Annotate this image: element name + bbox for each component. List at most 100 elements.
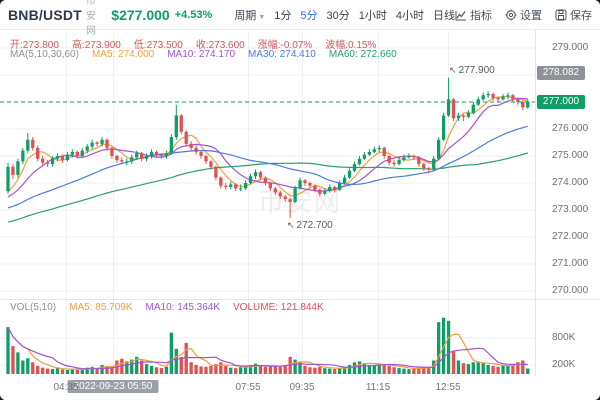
candle-body bbox=[31, 139, 35, 148]
tab-timeframe-4小时[interactable]: 4小时 bbox=[395, 9, 424, 22]
candle-body bbox=[456, 115, 461, 119]
candle-body bbox=[313, 185, 317, 190]
volume-bar bbox=[26, 358, 30, 374]
candle-body bbox=[333, 187, 337, 190]
volume-bar bbox=[338, 368, 342, 374]
candle-body bbox=[204, 156, 208, 162]
volume-bar bbox=[258, 365, 263, 374]
candle-body bbox=[214, 166, 218, 178]
volume-bar bbox=[248, 364, 253, 374]
volume-bar bbox=[149, 365, 154, 374]
volume-bar bbox=[318, 366, 322, 374]
period-dropdown[interactable]: 周期 ▼ bbox=[234, 9, 266, 22]
volume-bar bbox=[427, 367, 431, 374]
candle-body bbox=[298, 180, 302, 189]
tab-timeframe-1分[interactable]: 1分 bbox=[274, 9, 292, 22]
tool-label: 保存 bbox=[570, 9, 592, 22]
candle-body bbox=[338, 183, 342, 190]
header: BNB/USDT 币安网 $277.000 +4.53% 周期 ▼ 1分 5分 30分… bbox=[0, 0, 600, 37]
price-axis-label: 279.000 bbox=[552, 42, 589, 53]
volume-bar bbox=[21, 360, 25, 374]
candle-body bbox=[491, 93, 495, 98]
volume-ma10-line bbox=[7, 326, 528, 370]
tool-保存[interactable]: 保存 bbox=[555, 7, 592, 23]
time-axis-badge: 2022-09-23 05:50 bbox=[67, 380, 159, 393]
candle-body bbox=[328, 187, 332, 192]
candle-body bbox=[135, 153, 139, 158]
volume-bar bbox=[65, 369, 70, 374]
candle-body bbox=[486, 93, 490, 96]
candle-body bbox=[471, 104, 475, 113]
volume-bar bbox=[347, 364, 352, 374]
candle-body bbox=[278, 192, 282, 197]
volume-bar bbox=[283, 364, 287, 374]
volume-bar bbox=[16, 352, 20, 374]
candle-body bbox=[189, 143, 193, 148]
time-axis[interactable]: 2022-09-23 05:50 04:35 07:55 09:35 11:15 12:… bbox=[0, 376, 600, 400]
volume-bar bbox=[41, 367, 45, 374]
volume-bar bbox=[323, 368, 327, 374]
price-change: +4.53% bbox=[174, 8, 213, 21]
volume-bar bbox=[377, 364, 381, 374]
candle-body bbox=[372, 149, 376, 152]
candle-body bbox=[21, 150, 25, 162]
volume-bar bbox=[342, 366, 347, 374]
volume-bar bbox=[159, 368, 164, 374]
candle-body bbox=[85, 146, 89, 151]
volume-axis-label: 800K bbox=[552, 331, 576, 343]
volume-bar bbox=[209, 365, 213, 374]
candle-body bbox=[253, 172, 258, 177]
volume-bar bbox=[352, 362, 357, 374]
candle-body bbox=[352, 164, 357, 171]
volume-bar bbox=[36, 365, 40, 374]
candle-body bbox=[407, 156, 411, 158]
volume-bar bbox=[466, 364, 470, 374]
tab-timeframe-30分[interactable]: 30分 bbox=[326, 9, 350, 22]
candle-body bbox=[199, 151, 203, 156]
candle-body bbox=[357, 158, 362, 165]
time-axis-label: 07:55 bbox=[235, 382, 261, 393]
candle-body bbox=[382, 147, 386, 156]
volume-bar bbox=[125, 361, 129, 374]
time-axis-label: 11:15 bbox=[365, 382, 391, 393]
symbol-title: BNB/USDT bbox=[8, 6, 82, 23]
candle-body bbox=[209, 161, 213, 167]
volume-bar bbox=[31, 362, 35, 374]
candle-body bbox=[273, 188, 277, 193]
tab-timeframe-日线[interactable]: 日线 bbox=[433, 9, 455, 22]
candle-body bbox=[224, 185, 228, 188]
candle-body bbox=[219, 177, 223, 186]
volume-bar bbox=[506, 365, 510, 374]
volume-bar bbox=[90, 366, 94, 374]
volume-bar bbox=[229, 367, 233, 374]
volume-bar bbox=[164, 366, 169, 374]
tool-设置[interactable]: 设置 bbox=[505, 7, 542, 23]
volume-bar bbox=[476, 361, 480, 374]
tool-label: 指标 bbox=[470, 9, 492, 22]
candle-body bbox=[511, 95, 515, 100]
candle-body bbox=[347, 170, 352, 178]
candle-body bbox=[179, 115, 183, 132]
candle-body bbox=[446, 99, 451, 116]
tab-timeframe-5分[interactable]: 5分 bbox=[300, 9, 318, 22]
volume-bar bbox=[110, 366, 114, 374]
indicators-icon bbox=[455, 9, 467, 21]
tab-timeframe-1小时[interactable]: 1小时 bbox=[358, 9, 387, 22]
candle-body bbox=[194, 147, 198, 152]
candle-body bbox=[174, 115, 178, 138]
candle-body bbox=[432, 158, 436, 170]
volume-bar bbox=[397, 368, 401, 374]
volume-bar bbox=[219, 362, 223, 374]
candle-body bbox=[451, 99, 456, 119]
volume-bar bbox=[402, 368, 406, 374]
candle-body bbox=[293, 188, 297, 202]
volume-bar bbox=[382, 364, 386, 374]
volume-bar bbox=[45, 368, 50, 374]
volume-bar bbox=[11, 346, 15, 374]
candle-body bbox=[521, 102, 525, 108]
volume-bar bbox=[446, 320, 451, 374]
header-tools: 指标 设置 保存 bbox=[455, 7, 592, 23]
volume-bar bbox=[243, 366, 248, 374]
tool-指标[interactable]: 指标 bbox=[455, 7, 492, 23]
